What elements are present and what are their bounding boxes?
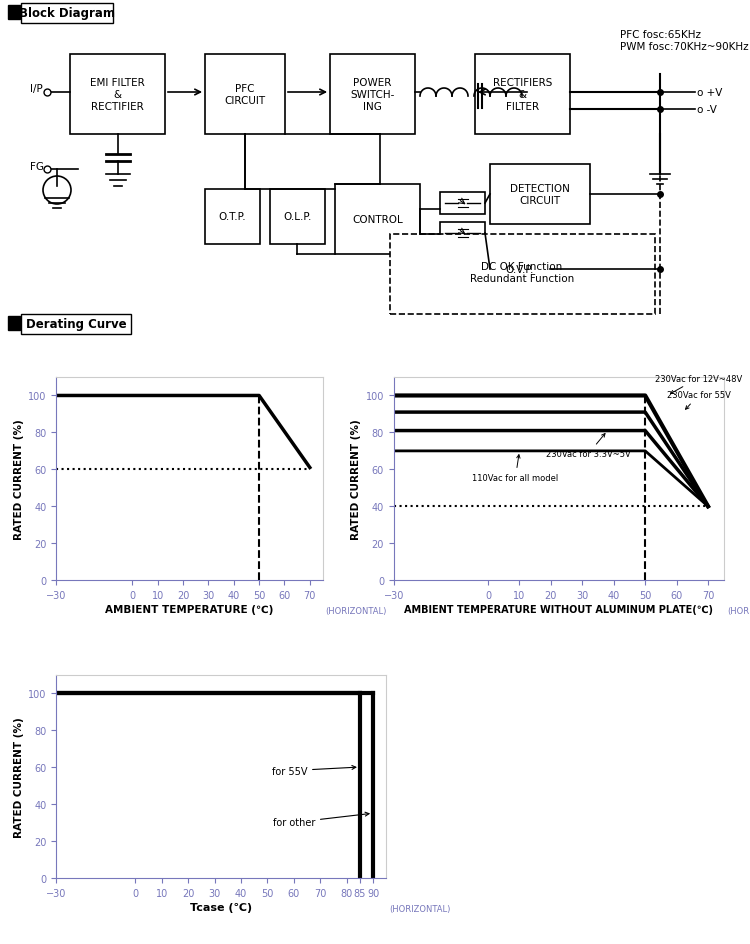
Text: 230Vac for 55V: 230Vac for 55V bbox=[668, 391, 731, 410]
Bar bbox=[270, 190, 325, 244]
Text: RECTIFIERS
&
FILTER: RECTIFIERS & FILTER bbox=[493, 77, 552, 112]
Text: PFC
CIRCUIT: PFC CIRCUIT bbox=[224, 84, 266, 106]
Bar bbox=[8, 6, 20, 20]
Text: Block Diagram: Block Diagram bbox=[19, 8, 115, 21]
Text: CONTROL: CONTROL bbox=[352, 215, 403, 225]
Bar bbox=[490, 165, 590, 225]
FancyBboxPatch shape bbox=[21, 314, 131, 334]
Bar bbox=[205, 55, 285, 135]
Text: PFC fosc:65KHz
PWM fosc:70KHz~90KHz: PFC fosc:65KHz PWM fosc:70KHz~90KHz bbox=[620, 30, 748, 52]
Text: DC OK Function
Redundant Function: DC OK Function Redundant Function bbox=[470, 261, 574, 283]
Y-axis label: RATED CURRENT (%): RATED CURRENT (%) bbox=[14, 419, 24, 539]
Bar bbox=[335, 185, 420, 255]
Text: 230Vac for 3.3V~5V: 230Vac for 3.3V~5V bbox=[546, 434, 631, 459]
Bar bbox=[330, 55, 415, 135]
Text: POWER
SWITCH-
ING: POWER SWITCH- ING bbox=[350, 77, 394, 112]
X-axis label: AMBIENT TEMPERATURE (℃): AMBIENT TEMPERATURE (℃) bbox=[105, 604, 274, 615]
Text: EMI FILTER
&
RECTIFIER: EMI FILTER & RECTIFIER bbox=[90, 77, 145, 112]
Text: O.T.P.: O.T.P. bbox=[219, 212, 246, 222]
Bar bbox=[8, 316, 20, 330]
Y-axis label: RATED CURRENT (%): RATED CURRENT (%) bbox=[14, 716, 24, 836]
Bar bbox=[440, 193, 485, 215]
Bar bbox=[205, 190, 260, 244]
Text: Derating Curve: Derating Curve bbox=[26, 318, 126, 331]
Bar bbox=[475, 55, 570, 135]
Text: I/P: I/P bbox=[30, 84, 43, 93]
Text: FG: FG bbox=[30, 161, 44, 172]
Text: DETECTION
CIRCUIT: DETECTION CIRCUIT bbox=[510, 183, 570, 206]
X-axis label: Tcase (℃): Tcase (℃) bbox=[190, 902, 252, 912]
Text: for 55V: for 55V bbox=[272, 766, 356, 776]
Bar bbox=[490, 244, 550, 295]
Bar bbox=[70, 55, 165, 135]
Text: o -V: o -V bbox=[697, 105, 717, 115]
Text: O.V.P.: O.V.P. bbox=[506, 264, 534, 275]
Y-axis label: RATED CURRENT (%): RATED CURRENT (%) bbox=[352, 419, 362, 539]
Text: 110Vac for all model: 110Vac for all model bbox=[472, 455, 559, 482]
Text: 230Vac for 12V~48V: 230Vac for 12V~48V bbox=[655, 374, 742, 395]
Text: (HORIZONTAL): (HORIZONTAL) bbox=[325, 606, 386, 615]
X-axis label: AMBIENT TEMPERATURE WITHOUT ALUMINUM PLATE(℃): AMBIENT TEMPERATURE WITHOUT ALUMINUM PLA… bbox=[404, 604, 713, 615]
Text: for other: for other bbox=[272, 813, 369, 828]
Text: O.L.P.: O.L.P. bbox=[284, 212, 312, 222]
Text: (HORIZONTAL): (HORIZONTAL) bbox=[389, 903, 450, 913]
FancyBboxPatch shape bbox=[21, 4, 113, 24]
Bar bbox=[440, 223, 485, 244]
Text: o +V: o +V bbox=[697, 88, 722, 98]
Bar bbox=[390, 235, 655, 314]
Text: (HORIZONTAL): (HORIZONTAL) bbox=[727, 606, 750, 615]
